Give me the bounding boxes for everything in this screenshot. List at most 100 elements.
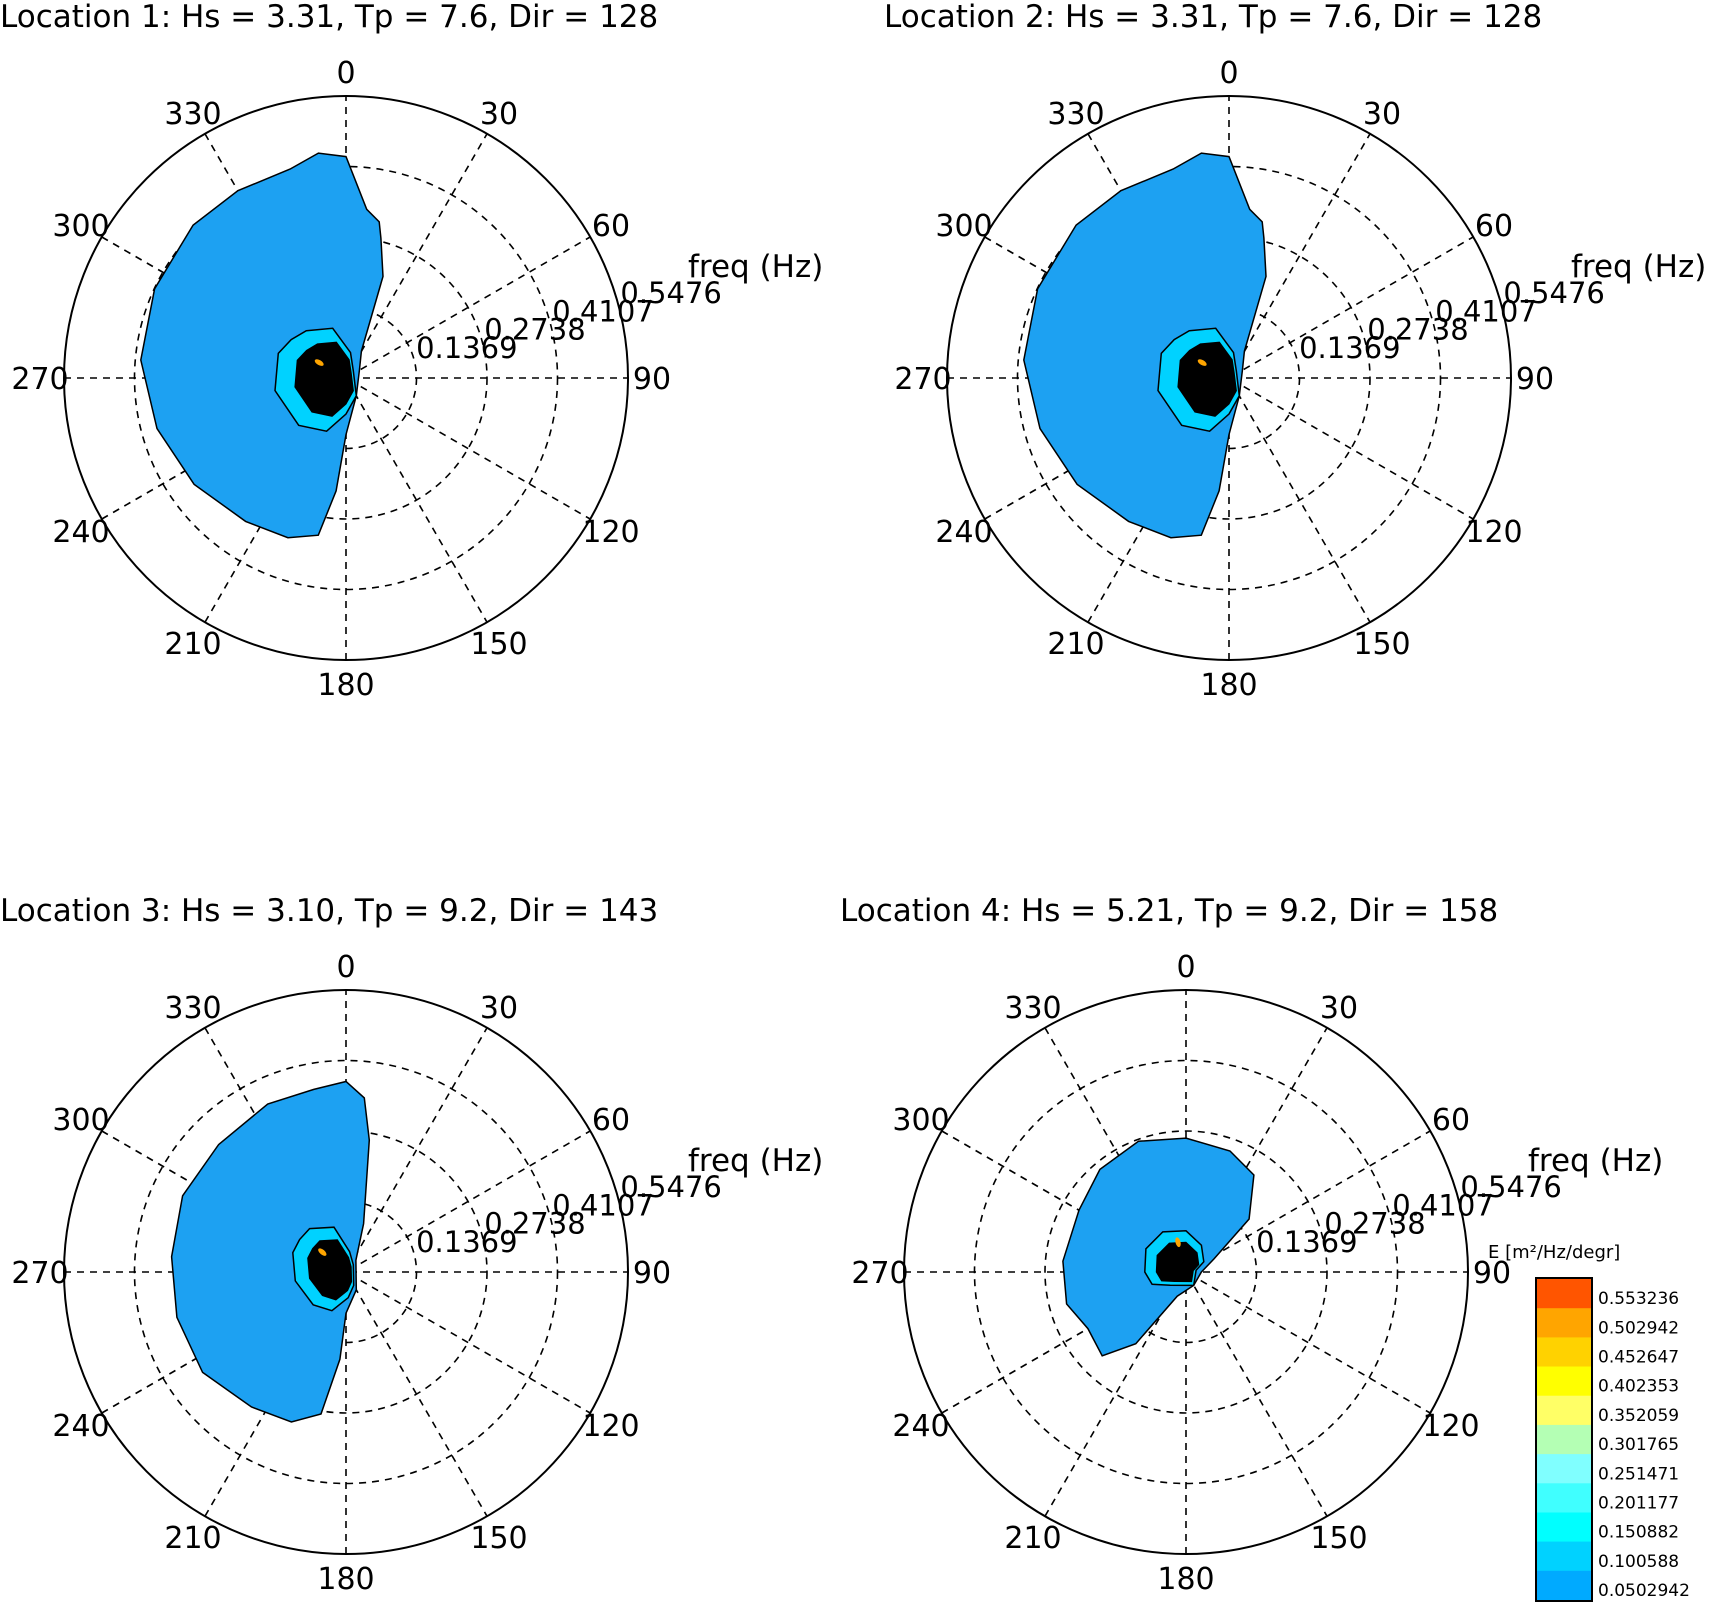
colorbar-swatch	[1537, 1454, 1591, 1484]
spectrum-outer-contour	[1023, 152, 1267, 539]
tick-labels-2: 0 30 60 90 120 150 180 210 240 270 300 330 0.13690.2…	[894, 56, 1605, 703]
radial-tick-label: 0.2738	[1324, 1207, 1425, 1241]
polar-panel-4: Location 4: Hs = 5.21, Tp = 9.2, Dir = 1…	[840, 893, 1663, 1597]
polar-panel-1: Location 1: Hs = 3.31, Tp = 7.6, Dir = 1…	[0, 0, 823, 703]
angle-tick-label: 90	[1473, 1256, 1511, 1291]
angle-tick-label: 120	[582, 515, 639, 550]
angle-tick-label: 210	[1047, 627, 1104, 662]
angle-tick-label: 180	[317, 668, 374, 703]
radial-axis-label-1: freq (Hz)	[688, 249, 823, 285]
colorbar-labels: 0.553236 0.502942 0.452647 0.402353 0.352059…	[1598, 1289, 1690, 1601]
colorbar-tick-label: 0.352059	[1598, 1406, 1679, 1426]
angle-tick-label: 330	[1047, 97, 1104, 132]
polar-panel-2: Location 2: Hs = 3.31, Tp = 7.6, Dir = 1…	[884, 0, 1706, 703]
spectrum-outer-contour	[170, 1080, 371, 1423]
angle-tick-label: 60	[1475, 209, 1513, 244]
colorbar: E [m²/Hz/degr] 0.5532360.5029420.4526470…	[1488, 1242, 1690, 1602]
radial-tick-label: 0.2738	[484, 1207, 585, 1241]
colorbar-swatch	[1537, 1570, 1591, 1601]
angle-tick-label: 270	[11, 362, 68, 397]
colorbar-title: E [m²/Hz/degr]	[1488, 1242, 1620, 1263]
angle-tick-label: 330	[164, 97, 221, 132]
angle-tick-label: 240	[935, 515, 992, 550]
colorbar-tick-label: 0.553236	[1598, 1289, 1679, 1309]
spectrum-contours-4	[1062, 1137, 1255, 1357]
colorbar-swatch	[1537, 1512, 1591, 1543]
radial-tick-label: 0.1369	[1299, 331, 1400, 365]
angle-tick-label: 270	[894, 362, 951, 397]
angle-tick-label: 300	[52, 209, 109, 244]
angle-tick-label: 90	[1516, 362, 1554, 397]
colorbar-swatch	[1537, 1337, 1591, 1368]
angle-tick-label: 180	[1200, 668, 1257, 703]
polar-spoke	[204, 1027, 488, 1517]
angle-tick-label: 180	[317, 1562, 374, 1597]
polar-spoke	[1044, 1027, 1328, 1517]
radial-tick-label: 0.2738	[1367, 313, 1468, 347]
spectrum-contours-2	[1023, 152, 1267, 539]
angle-tick-label: 30	[480, 991, 518, 1026]
angle-tick-label: 30	[480, 97, 518, 132]
polar-spoke	[941, 1130, 1431, 1414]
angle-tick-label: 120	[1465, 515, 1522, 550]
angle-tick-label: 240	[892, 1409, 949, 1444]
polar-grid-4	[903, 989, 1469, 1555]
polar-spoke	[101, 1130, 591, 1414]
angle-tick-label: 330	[164, 991, 221, 1026]
radial-tick-label: 0.5476	[1460, 1170, 1561, 1204]
angle-tick-label: 60	[592, 209, 630, 244]
radial-axis-label-2: freq (Hz)	[1571, 249, 1706, 285]
colorbar-swatch	[1537, 1424, 1591, 1455]
spectrum-peak-mark	[1175, 1237, 1181, 1248]
angle-tick-label: 270	[851, 1256, 908, 1291]
angle-tick-label: 90	[633, 362, 671, 397]
angle-tick-label: 0	[1219, 56, 1238, 91]
angle-tick-label: 0	[1176, 950, 1195, 985]
spectrum-peak-mark	[314, 359, 324, 366]
angle-tick-label: 150	[1310, 1521, 1367, 1556]
colorbar-tick-label: 0.150882	[1598, 1523, 1679, 1543]
spectrum-peak-mark	[1197, 359, 1207, 366]
colorbar-swatch	[1537, 1366, 1591, 1397]
spectrum-peak-mark	[318, 1248, 327, 1256]
colorbar-swatches	[1537, 1279, 1591, 1601]
angle-tick-label: 300	[892, 1103, 949, 1138]
colorbar-tick-label: 0.502942	[1598, 1318, 1679, 1338]
polar-spoke	[101, 1130, 591, 1414]
angle-tick-label: 270	[11, 1256, 68, 1291]
panel-title-1: Location 1: Hs = 3.31, Tp = 7.6, Dir = 1…	[0, 0, 658, 35]
angle-tick-label: 60	[1432, 1103, 1470, 1138]
angle-tick-label: 120	[1422, 1409, 1479, 1444]
radial-axis-label-3: freq (Hz)	[688, 1143, 823, 1179]
angle-tick-label: 150	[470, 627, 527, 662]
polar-spoke	[984, 236, 1474, 520]
angle-tick-label: 60	[592, 1103, 630, 1138]
angle-tick-label: 30	[1363, 97, 1401, 132]
panel-title-4: Location 4: Hs = 5.21, Tp = 9.2, Dir = 1…	[840, 893, 1498, 929]
polar-spoke	[101, 236, 591, 520]
angle-tick-label: 210	[164, 627, 221, 662]
angle-tick-label: 150	[1353, 627, 1410, 662]
radial-tick-label: 0.5476	[1503, 276, 1604, 310]
colorbar-swatch	[1537, 1395, 1591, 1426]
radial-tick-label: 0.4107	[1392, 1188, 1493, 1222]
polar-grid-3	[63, 989, 629, 1555]
colorbar-tick-label: 0.402353	[1598, 1377, 1679, 1397]
radial-tick-label: 0.5476	[620, 276, 721, 310]
spectrum-core-contour	[294, 341, 354, 417]
colorbar-swatch	[1537, 1308, 1591, 1338]
spectrum-contours-1	[140, 152, 384, 539]
angle-tick-label: 150	[470, 1521, 527, 1556]
colorbar-tick-label: 0.100588	[1598, 1552, 1679, 1572]
radial-tick-label: 0.1369	[416, 1225, 517, 1259]
colorbar-swatch	[1537, 1541, 1591, 1572]
colorbar-tick-label: 0.452647	[1598, 1348, 1679, 1368]
spectrum-core-contour	[307, 1239, 353, 1301]
polar-panel-3: Location 3: Hs = 3.10, Tp = 9.2, Dir = 1…	[0, 893, 823, 1597]
polar-spoke	[204, 1027, 488, 1517]
angle-tick-label: 210	[1004, 1521, 1061, 1556]
colorbar-frame	[1535, 1277, 1593, 1602]
spectrum-contours-3	[170, 1080, 371, 1423]
angle-tick-label: 0	[336, 56, 355, 91]
